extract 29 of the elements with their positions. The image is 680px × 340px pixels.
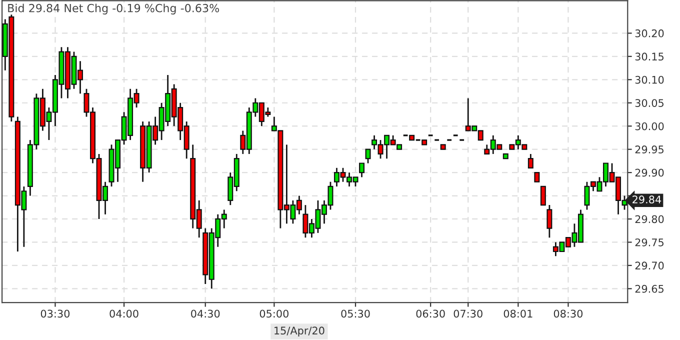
y-tick-label: 29.95 bbox=[635, 146, 664, 154]
y-tick-label: 29.70 bbox=[635, 262, 664, 270]
candlestick bbox=[365, 148, 371, 164]
x-tick-label: 03:30 bbox=[40, 310, 70, 318]
x-tick-label: 07:30 bbox=[454, 310, 482, 318]
candlestick bbox=[546, 204, 552, 238]
y-tick-label: 29.65 bbox=[635, 284, 664, 293]
x-tick-label: 06:30 bbox=[416, 310, 445, 318]
text: 29.84 bbox=[632, 196, 662, 204]
y-tick-label: 30.10 bbox=[635, 76, 664, 84]
x-tick-label: 08:01 bbox=[504, 310, 532, 318]
y-tick-label: 29.90 bbox=[635, 168, 664, 177]
chart-title: Bid 29.84 Net Chg -0.19 %Chg -0.63% bbox=[8, 4, 220, 14]
y-tick-label: 30.05 bbox=[635, 99, 664, 107]
y-tick-label: 30.20 bbox=[635, 29, 664, 38]
x-axis-title: 15/Apr/20 bbox=[274, 326, 324, 337]
y-tick-label: 30.15 bbox=[635, 52, 664, 61]
x-tick-label: 05:00 bbox=[260, 310, 288, 318]
x-tick-label: 05:30 bbox=[341, 310, 370, 318]
candlestick bbox=[528, 153, 534, 169]
y-tick-label: 29.75 bbox=[635, 238, 664, 246]
candlestick bbox=[359, 162, 365, 178]
x-tick-label: 04:30 bbox=[191, 310, 220, 318]
x-tick-label: 08:30 bbox=[554, 310, 583, 318]
x-tick-label: 04:00 bbox=[110, 310, 138, 318]
y-tick-label: 30.00 bbox=[635, 122, 664, 130]
candlestick bbox=[540, 186, 546, 206]
y-tick-label: 29.80 bbox=[635, 215, 664, 224]
candlestick bbox=[534, 172, 540, 182]
